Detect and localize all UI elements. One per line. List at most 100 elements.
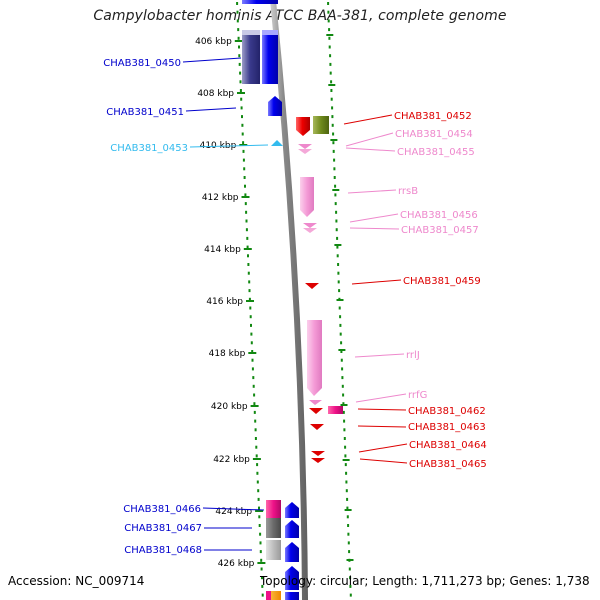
track-left-dot bbox=[238, 45, 240, 49]
track-left-dot bbox=[245, 219, 248, 223]
track-left-dot bbox=[245, 228, 248, 232]
track-right-dot bbox=[349, 593, 352, 597]
gene-label[interactable]: CHAB381_0450 bbox=[103, 58, 181, 69]
gene-chab381-0454 bbox=[298, 144, 312, 149]
gene-chab381-0468 bbox=[285, 542, 299, 562]
label-connector bbox=[357, 425, 407, 428]
gene-label[interactable]: CHAB381_0468 bbox=[124, 545, 202, 556]
label-connector bbox=[349, 213, 399, 223]
gene-label[interactable]: CHAB381_0451 bbox=[106, 107, 184, 118]
track-right-dot bbox=[346, 506, 349, 510]
gene-chab381-0452-olive bbox=[313, 116, 329, 134]
track-left-dot bbox=[250, 332, 253, 336]
track-right-dot bbox=[329, 54, 332, 58]
scale-label: 418 kbp bbox=[209, 349, 246, 359]
track-left-dot bbox=[258, 524, 261, 527]
track-right-dot bbox=[347, 541, 350, 545]
track-left-dot bbox=[248, 280, 251, 284]
track-left-dot bbox=[237, 36, 240, 40]
track-right-tick bbox=[346, 559, 354, 561]
gene-label[interactable]: rrlJ bbox=[406, 350, 420, 361]
gene-label[interactable]: rrsB bbox=[398, 186, 418, 197]
label-connector bbox=[345, 132, 394, 147]
gene-label[interactable]: CHAB381_0454 bbox=[395, 129, 473, 140]
track-right-dot bbox=[341, 376, 344, 380]
scale-tick bbox=[248, 352, 257, 354]
track-right-dot bbox=[338, 289, 341, 293]
gene-label[interactable]: CHAB381_0456 bbox=[400, 210, 478, 221]
track-right-tick bbox=[336, 299, 344, 301]
track-left-dot bbox=[244, 202, 247, 206]
gene-label[interactable]: CHAB381_0464 bbox=[409, 440, 487, 451]
track-right-dot bbox=[340, 358, 343, 362]
track-right-tick bbox=[330, 139, 338, 141]
track-right-dot bbox=[341, 384, 344, 388]
scale-tick bbox=[252, 458, 261, 460]
gene-label[interactable]: CHAB381_0453 bbox=[110, 143, 188, 154]
track-right-dot bbox=[340, 350, 343, 353]
track-left-dot bbox=[253, 402, 256, 406]
scale-label: 412 kbp bbox=[202, 193, 239, 203]
track-right-dot bbox=[337, 271, 340, 275]
track-right-dot bbox=[332, 132, 335, 136]
track-left-dot bbox=[255, 445, 258, 449]
label-connector bbox=[351, 279, 402, 285]
scale-tick bbox=[257, 562, 266, 564]
gene-chab381-0456 bbox=[303, 223, 317, 228]
track-right-dot bbox=[343, 419, 346, 423]
track-left-dot bbox=[236, 2, 239, 5]
track-right-dot bbox=[330, 89, 333, 92]
scale-tick bbox=[234, 40, 243, 42]
track-left-dot bbox=[243, 176, 246, 179]
track-right-dot bbox=[339, 315, 342, 319]
gene-label[interactable]: rrfG bbox=[408, 390, 427, 401]
track-right-dot bbox=[329, 71, 332, 75]
gene-label[interactable]: CHAB381_0459 bbox=[403, 276, 481, 287]
track-right-dot bbox=[340, 341, 343, 345]
track-right-dot bbox=[328, 36, 331, 40]
track-left-dot bbox=[236, 10, 239, 14]
gene-label[interactable]: CHAB381_0455 bbox=[397, 147, 475, 158]
gene-label[interactable]: CHAB381_0462 bbox=[408, 406, 486, 417]
gene-block-darkgray bbox=[266, 518, 281, 538]
label-connector bbox=[345, 147, 396, 152]
track-right-dot bbox=[349, 584, 352, 588]
gene-label[interactable]: CHAB381_0452 bbox=[394, 111, 472, 122]
scale-label: 422 kbp bbox=[213, 455, 250, 465]
track-left-dot bbox=[254, 428, 257, 432]
track-left-dot bbox=[259, 532, 262, 536]
gene-label[interactable]: CHAB381_0463 bbox=[408, 422, 486, 433]
track-right-dot bbox=[334, 193, 337, 197]
gene-forward-bottom bbox=[285, 566, 299, 590]
track-left-dot bbox=[258, 515, 261, 519]
track-right-dot bbox=[327, 2, 330, 5]
gene-rrlJ bbox=[307, 320, 322, 396]
track-right-dot bbox=[332, 149, 335, 153]
track-right-dot bbox=[347, 524, 350, 527]
tick-tracks bbox=[236, 2, 352, 597]
track-right-dot bbox=[336, 236, 339, 240]
gene-forward-bottom-2 bbox=[285, 592, 299, 600]
track-right-dot bbox=[343, 428, 346, 432]
track-right-dot bbox=[331, 115, 334, 119]
track-right-dot bbox=[336, 245, 339, 249]
track-right-dot bbox=[337, 263, 340, 266]
track-right-dot bbox=[342, 402, 345, 406]
gene-forward-block-edge bbox=[262, 30, 278, 35]
track-left-dot bbox=[255, 454, 258, 458]
track-left-dot bbox=[252, 384, 255, 388]
gene-label[interactable]: CHAB381_0467 bbox=[124, 523, 202, 534]
track-left-dot bbox=[250, 341, 253, 345]
track-left-dot bbox=[249, 315, 252, 319]
gene-label[interactable]: CHAB381_0466 bbox=[123, 504, 201, 515]
gene-label[interactable]: CHAB381_0457 bbox=[401, 225, 479, 236]
scale-label: 408 kbp bbox=[197, 89, 234, 99]
gene-block-magenta bbox=[266, 500, 281, 518]
track-left-dot bbox=[251, 367, 254, 371]
track-right-dot bbox=[331, 106, 334, 110]
track-left-dot bbox=[250, 323, 252, 327]
track-left-dot bbox=[247, 254, 249, 258]
gene-label[interactable]: CHAB381_0465 bbox=[409, 459, 487, 470]
track-left-dot bbox=[254, 419, 257, 423]
